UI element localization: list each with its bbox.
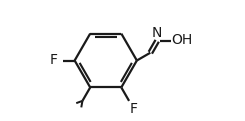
Text: N: N — [152, 26, 162, 40]
Text: F: F — [50, 53, 58, 68]
Text: OH: OH — [172, 33, 193, 47]
Text: F: F — [130, 102, 138, 116]
